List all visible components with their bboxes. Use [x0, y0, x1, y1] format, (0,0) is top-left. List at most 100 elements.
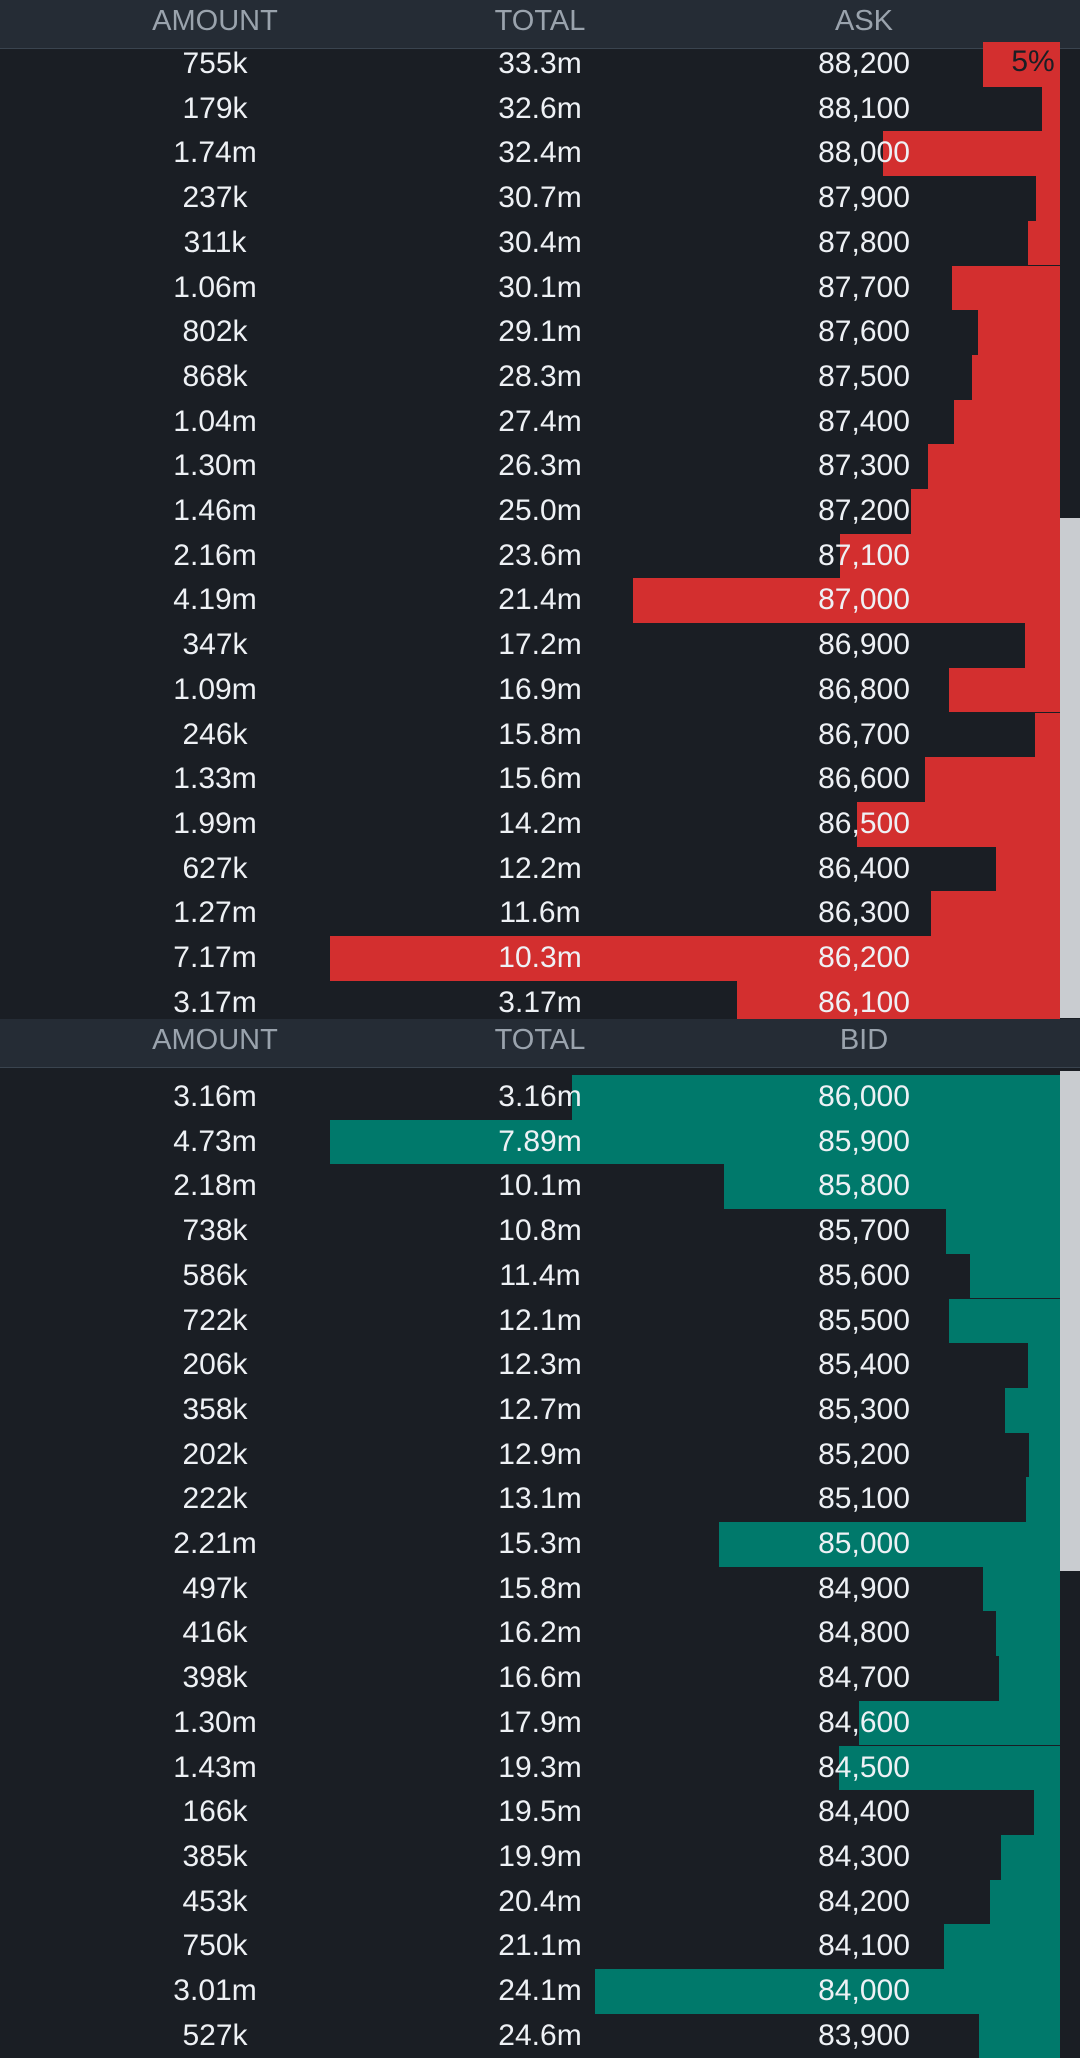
bid-order-row[interactable]: 738k 10.8m 85,700: [0, 1209, 1060, 1254]
bid-scrollbar-thumb[interactable]: [1060, 1071, 1080, 1571]
bid-amount-cell: 586k: [182, 1258, 248, 1292]
ask-total-cell: 23.6m: [498, 538, 582, 572]
ask-amount-cell: 1.04m: [173, 404, 257, 438]
ask-order-row[interactable]: 4.19m 21.4m 87,000: [0, 578, 1060, 624]
bid-depth-bar: [1034, 1790, 1060, 1835]
bid-price-cell: 85,100: [818, 1482, 910, 1516]
bid-depth-bar: [998, 1656, 1060, 1701]
ask-order-row[interactable]: 246k 15.8m 86,700: [0, 712, 1060, 758]
bid-order-row[interactable]: 527k 24.6m 83,900: [0, 2013, 1060, 2058]
ask-price-cell: 86,300: [818, 896, 910, 930]
ask-price-cell: 87,800: [818, 225, 910, 259]
bid-order-row[interactable]: 2.18m 10.1m 85,800: [0, 1164, 1060, 1210]
bid-total-cell: 21.1m: [498, 1929, 582, 1963]
bid-order-row[interactable]: 750k 21.1m 84,100: [0, 1924, 1060, 1969]
bid-depth-bar: [995, 1611, 1060, 1657]
ask-order-row[interactable]: 1.33m 15.6m 86,600: [0, 757, 1060, 802]
bid-total-cell: 10.1m: [498, 1169, 582, 1203]
ask-price-cell: 87,500: [818, 359, 910, 393]
ask-price-cell: 86,900: [818, 628, 910, 662]
ask-order-row[interactable]: 1.30m 26.3m 87,300: [0, 444, 1060, 489]
ask-order-row[interactable]: 237k 30.7m 87,900: [0, 176, 1060, 221]
depth-percent-text: 5%: [1011, 45, 1055, 78]
bid-order-row[interactable]: 497k 15.8m 84,900: [0, 1566, 1060, 1612]
bid-header-price: BID: [839, 1024, 889, 1056]
ask-order-row[interactable]: 2.16m 23.6m 87,100: [0, 533, 1060, 579]
bid-total-cell: 12.3m: [498, 1348, 582, 1382]
ask-order-row[interactable]: 347k 17.2m 86,900: [0, 623, 1060, 668]
bid-amount-cell: 4.73m: [173, 1124, 257, 1158]
ask-order-row[interactable]: 1.06m 30.1m 87,700: [0, 265, 1060, 311]
ask-order-row[interactable]: 1.04m 27.4m 87,400: [0, 399, 1060, 445]
ask-depth-bar: [857, 801, 1060, 847]
bid-price-cell: 84,000: [818, 1974, 910, 2007]
bid-order-row[interactable]: 2.21m 15.3m 85,000: [0, 1522, 1060, 1567]
ask-amount-cell: 802k: [182, 315, 248, 349]
bid-order-row[interactable]: 222k 13.1m 85,100: [0, 1477, 1060, 1522]
bid-order-row[interactable]: 586k 11.4m 85,600: [0, 1253, 1060, 1299]
bid-order-row[interactable]: 358k 12.7m 85,300: [0, 1387, 1060, 1433]
ask-total-cell: 30.4m: [498, 225, 582, 259]
ask-order-row[interactable]: 7.17m 10.3m 86,200: [0, 936, 1060, 981]
bid-total-cell: 16.6m: [498, 1661, 582, 1695]
bid-order-row[interactable]: 1.30m 17.9m 84,600: [0, 1700, 1060, 1746]
bid-order-row[interactable]: 206k 12.3m 85,400: [0, 1343, 1060, 1388]
bid-total-cell: 10.8m: [498, 1214, 582, 1248]
ask-order-row[interactable]: 868k 28.3m 87,500: [0, 354, 1060, 400]
bid-price-cell: 85,600: [818, 1258, 910, 1292]
ask-price-cell: 87,200: [818, 494, 910, 527]
bid-amount-cell: 416k: [182, 1616, 248, 1650]
bid-order-row[interactable]: 416k 16.2m 84,800: [0, 1611, 1060, 1657]
ask-depth-bar: [954, 399, 1060, 445]
ask-price-cell: 86,100: [818, 985, 910, 1019]
bid-depth-bar: [990, 1879, 1060, 1925]
bid-total-cell: 13.1m: [498, 1482, 582, 1516]
bid-order-row[interactable]: 453k 20.4m 84,200: [0, 1879, 1060, 1925]
bid-order-row[interactable]: 722k 12.1m 85,500: [0, 1298, 1060, 1344]
bid-depth-bar: [1028, 1432, 1060, 1478]
ask-order-row[interactable]: 1.27m 11.6m 86,300: [0, 891, 1060, 936]
ask-depth-bar: [927, 444, 1060, 489]
bid-order-row[interactable]: 4.73m 7.89m 85,900: [0, 1119, 1060, 1165]
bid-order-row[interactable]: 202k 12.9m 85,200: [0, 1432, 1060, 1478]
ask-price-cell: 87,700: [818, 270, 910, 304]
bid-order-row[interactable]: 166k 19.5m 84,400: [0, 1790, 1060, 1835]
ask-depth-bar: [1034, 712, 1060, 758]
bid-total-cell: 19.3m: [498, 1750, 582, 1784]
bid-order-row[interactable]: 3.01m 24.1m 84,000: [0, 1969, 1060, 2014]
ask-amount-cell: 1.27m: [173, 896, 257, 930]
bid-order-row[interactable]: 3.16m 3.16m 86,000: [0, 1075, 1060, 1120]
ask-depth-bar: [911, 489, 1060, 534]
ask-amount-cell: 1.46m: [173, 494, 257, 527]
bid-depth-bar: [859, 1700, 1060, 1746]
bid-total-cell: 15.8m: [498, 1571, 582, 1605]
ask-order-row[interactable]: 3.17m 3.17m 86,100: [0, 980, 1060, 1026]
ask-total-cell: 14.2m: [498, 806, 582, 840]
ask-depth-bar: [330, 936, 1060, 981]
ask-amount-cell: 246k: [182, 717, 248, 751]
ask-order-row[interactable]: 311k 30.4m 87,800: [0, 220, 1060, 266]
ask-order-row[interactable]: 1.74m 32.4m 88,000: [0, 131, 1060, 177]
ask-order-row[interactable]: 1.09m 16.9m 86,800: [0, 667, 1060, 713]
ask-order-row[interactable]: 179k 32.6m 88,100: [0, 86, 1060, 132]
ask-order-row[interactable]: 1.46m 25.0m 87,200: [0, 489, 1060, 534]
ask-order-row[interactable]: 802k 29.1m 87,600: [0, 310, 1060, 355]
bid-amount-cell: 3.16m: [173, 1080, 257, 1113]
ask-scrollbar-thumb[interactable]: [1060, 518, 1080, 1018]
ask-total-cell: 11.6m: [499, 896, 581, 930]
bid-order-row[interactable]: 398k 16.6m 84,700: [0, 1656, 1060, 1701]
ask-amount-cell: 3.17m: [173, 985, 257, 1019]
ask-total-cell: 30.7m: [498, 181, 582, 215]
ask-total-cell: 30.1m: [498, 270, 582, 304]
bid-amount-cell: 166k: [182, 1795, 248, 1829]
ask-amount-cell: 1.09m: [173, 672, 257, 706]
ask-order-row[interactable]: 627k 12.2m 86,400: [0, 846, 1060, 892]
bid-total-cell: 16.2m: [498, 1616, 582, 1650]
ask-order-row[interactable]: 1.99m 14.2m 86,500: [0, 801, 1060, 847]
bid-order-row[interactable]: 385k 19.9m 84,300: [0, 1834, 1060, 1880]
ask-order-row[interactable]: 755k 33.3m 88,200: [0, 42, 1060, 87]
bid-amount-cell: 738k: [182, 1214, 248, 1248]
bid-order-row[interactable]: 1.43m 19.3m 84,500: [0, 1745, 1060, 1791]
bid-depth-bar: [1000, 1834, 1060, 1880]
bid-depth-bar: [1028, 1343, 1060, 1388]
